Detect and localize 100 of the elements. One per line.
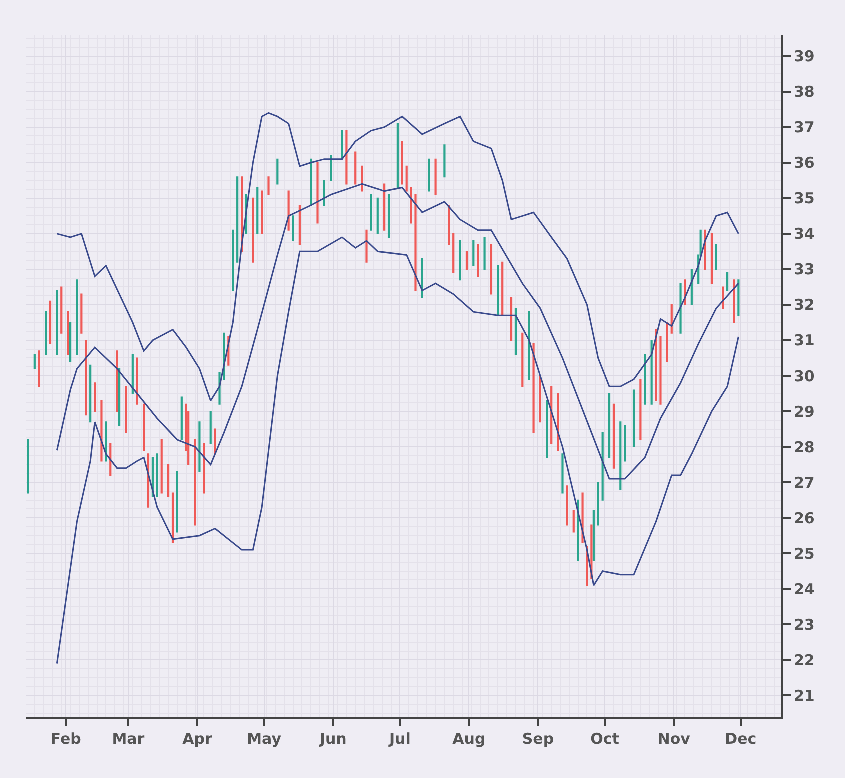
candlestick [210, 411, 212, 444]
y-tick-label: 23 [794, 616, 815, 634]
y-tick-label: 36 [794, 154, 815, 172]
y-tick-label: 29 [794, 402, 815, 421]
candlestick [497, 265, 500, 316]
y-tick-label: 26 [794, 509, 815, 528]
candlestick [566, 486, 568, 526]
candlestick [733, 280, 736, 324]
candlestick [715, 244, 718, 270]
x-tick-label: May [247, 730, 282, 748]
candlestick [459, 240, 462, 281]
candlestick [256, 187, 259, 234]
candlestick [346, 130, 348, 185]
candlestick [502, 262, 504, 316]
candlestick [546, 400, 548, 458]
y-tick-label: 30 [794, 367, 815, 386]
x-tick-label: Apr [182, 730, 213, 748]
candlestick [522, 332, 524, 388]
candlestick [401, 141, 404, 185]
y-tick-label: 21 [794, 686, 815, 705]
candlestick [323, 180, 326, 206]
candlestick [268, 176, 270, 196]
candlestick [236, 176, 239, 263]
candlestick [410, 187, 412, 224]
candlestick [655, 329, 658, 402]
candlestick [472, 240, 475, 266]
candlestick [612, 404, 616, 469]
candlestick [448, 205, 450, 246]
candlestick [370, 194, 372, 231]
candlestick [632, 390, 636, 448]
candlestick [597, 482, 600, 526]
y-tick-label: 34 [794, 225, 815, 244]
x-tick-label: Mar [112, 730, 146, 748]
y-tick-label: 39 [794, 48, 815, 66]
x-tick-label: Sep [522, 730, 554, 748]
candlestick [406, 166, 408, 192]
y-tick-label: 35 [794, 190, 815, 208]
candlestick [176, 471, 178, 533]
x-tick-label: Dec [725, 730, 757, 748]
y-tick-label: 24 [794, 580, 815, 598]
candlestick [156, 454, 158, 498]
y-tick-label: 27 [794, 474, 815, 492]
x-tick-label: Jun [318, 730, 347, 748]
candlestick [452, 233, 455, 274]
candlestick [366, 230, 368, 263]
candlestick [384, 184, 386, 231]
candlestick [194, 439, 196, 526]
candlestick [592, 510, 595, 562]
y-tick-label: 31 [794, 332, 815, 350]
candlestick [180, 396, 183, 440]
candlestick [490, 244, 493, 295]
candlestick [376, 198, 379, 234]
candlestick [330, 155, 332, 182]
candlestick [354, 152, 357, 185]
candlestick [167, 464, 170, 498]
candlestick [572, 510, 575, 533]
candlestick [710, 233, 713, 284]
x-tick-label: Aug [452, 730, 486, 748]
candlestick [361, 166, 364, 192]
candlestick [414, 194, 417, 292]
candlestick [666, 322, 668, 362]
candlestick [388, 194, 390, 238]
candlestick [557, 393, 560, 452]
candlestick [608, 393, 611, 458]
candlestick [528, 312, 530, 380]
candlestick [428, 158, 430, 192]
candlestick [640, 379, 642, 440]
candlestick [510, 297, 513, 341]
x-tick-label: Feb [50, 730, 82, 748]
candlestick [644, 354, 646, 405]
x-tick-label: Jul [388, 730, 411, 748]
candlestick [484, 236, 486, 270]
candlestick [298, 205, 301, 246]
candlestick [142, 404, 146, 452]
candlestick [602, 432, 604, 501]
candlestick [726, 272, 729, 292]
y-tick-label: 28 [794, 438, 815, 456]
candlestick [624, 425, 626, 462]
candlestick [477, 244, 480, 278]
y-tick-label: 33 [794, 260, 815, 279]
candlestick [132, 354, 134, 394]
candlestick [232, 230, 234, 292]
candlestick [532, 344, 535, 434]
candlestick [252, 198, 254, 263]
y-tick-label: 38 [794, 83, 815, 102]
y-tick-label: 32 [794, 296, 815, 314]
candlestick [198, 422, 201, 472]
candlestick [562, 454, 564, 494]
x-tick-label: Oct [590, 730, 620, 748]
candlestick [276, 158, 279, 185]
x-tick-label: Nov [658, 730, 691, 748]
candlestick [396, 123, 399, 188]
candlestick [292, 216, 294, 242]
candlestick [341, 130, 344, 160]
candlestick [466, 251, 468, 270]
y-tick-label: 25 [794, 544, 815, 563]
candlestick [203, 442, 206, 494]
candlestick [434, 158, 437, 196]
candlestick [160, 439, 163, 494]
candlestick [660, 336, 662, 405]
